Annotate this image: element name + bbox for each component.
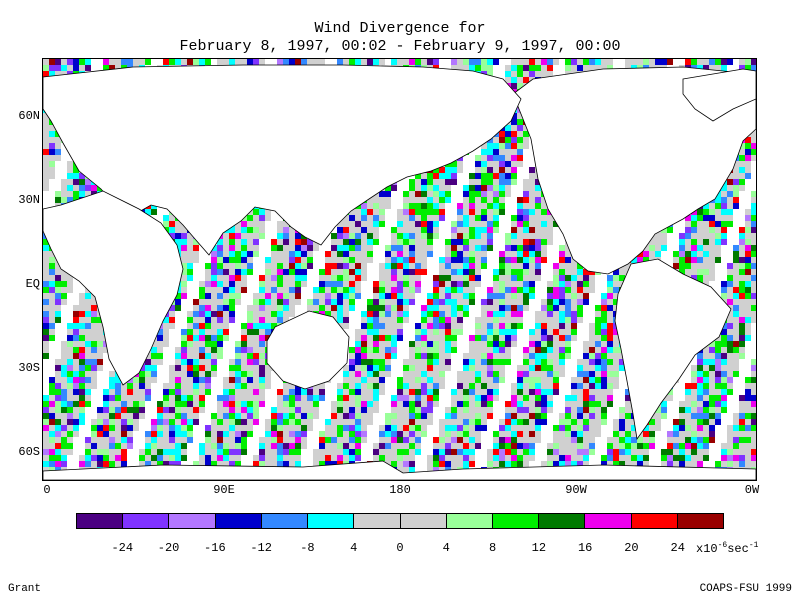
colorbar-tick-label: 8 <box>488 541 497 555</box>
map-canvas <box>43 59 756 480</box>
landmass-greenland <box>682 68 756 122</box>
colorbar-tick-label: 24 <box>670 541 685 555</box>
lat-label: 60S <box>18 445 40 459</box>
colorbar-swatch <box>261 514 309 528</box>
landmass-africa <box>43 190 184 386</box>
map-title-line-1: Wind Divergence for <box>314 20 486 37</box>
colorbar <box>76 513 724 529</box>
colorbar-tick-label: -8 <box>300 541 315 555</box>
colorbar-swatch <box>677 514 724 528</box>
colorbar-swatch <box>492 514 540 528</box>
landmass-australia <box>266 310 350 390</box>
colorbar-swatch <box>308 514 355 528</box>
colorbar-swatch <box>123 514 170 528</box>
colorbar-swatch <box>400 514 447 528</box>
landmass-south-america <box>614 258 732 441</box>
colorbar-tick-label: -16 <box>204 541 226 555</box>
colorbar-swatch <box>77 514 124 528</box>
colorbar-swatch <box>585 514 632 528</box>
credit-organization: COAPS-FSU 1999 <box>699 583 792 595</box>
colorbar-swatch <box>354 514 401 528</box>
lat-label: EQ <box>25 277 40 291</box>
lon-label: 90W <box>565 483 587 497</box>
colorbar-swatch <box>539 514 586 528</box>
lon-label: 90E <box>213 483 235 497</box>
colorbar-swatch <box>446 514 493 528</box>
lon-label: 0 <box>43 483 51 497</box>
credit-author: Grant <box>8 583 42 595</box>
colorbar-tick-label: 20 <box>624 541 639 555</box>
colorbar-tick-label: 4 <box>442 541 450 555</box>
lon-label: 0W <box>744 483 760 497</box>
lat-label: 30S <box>18 361 40 375</box>
colorbar-swatch <box>215 514 262 528</box>
lat-label: 60N <box>18 109 40 123</box>
colorbar-tick-label: -20 <box>157 541 180 555</box>
colorbar-tick-label: 0 <box>396 541 404 555</box>
colorbar-tick-label: 4 <box>350 541 358 555</box>
colorbar-swatch <box>631 514 678 528</box>
colorbar-swatch <box>169 514 216 528</box>
lon-label: 180 <box>389 483 411 497</box>
units-exponent: -6 <box>717 541 728 550</box>
units-suffix: sec <box>727 542 749 556</box>
lat-label: 30N <box>18 193 40 207</box>
colorbar-tick-label: 12 <box>531 541 547 555</box>
wind-divergence-map <box>42 58 757 481</box>
colorbar-units: x10-6sec-1 <box>696 541 758 556</box>
colorbar-tick-label: 16 <box>577 541 593 555</box>
map-title-line-2: February 8, 1997, 00:02 - February 9, 19… <box>179 38 621 55</box>
landmass-antarctica <box>43 460 756 480</box>
colorbar-tick-label: -12 <box>250 541 272 555</box>
units-prefix: x10 <box>696 542 718 556</box>
units-suffix-exponent: -1 <box>748 541 759 550</box>
colorbar-tick-label: -24 <box>111 541 134 555</box>
